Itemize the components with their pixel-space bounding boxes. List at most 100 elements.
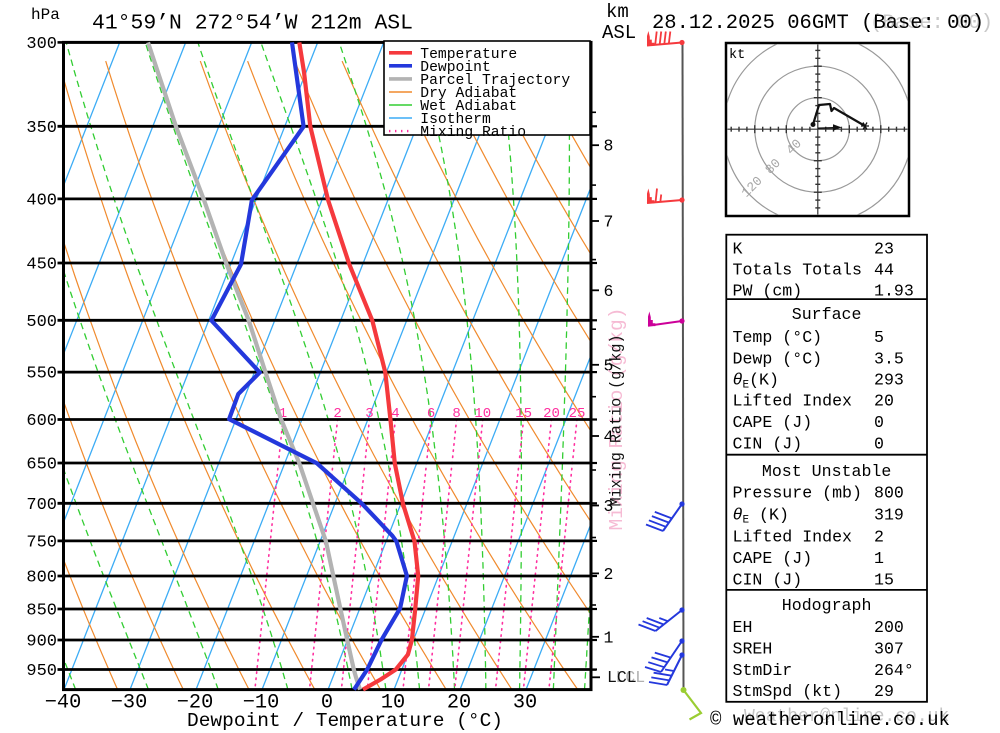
svg-text:2: 2 bbox=[874, 528, 884, 547]
svg-text:EH: EH bbox=[733, 618, 753, 637]
svg-text:Most Unstable: Most Unstable bbox=[762, 462, 891, 481]
svg-text:θE(K): θE(K) bbox=[733, 371, 779, 392]
svg-text:10: 10 bbox=[381, 692, 405, 715]
svg-text:900: 900 bbox=[26, 633, 57, 652]
svg-text:0: 0 bbox=[874, 435, 884, 454]
svg-text:650: 650 bbox=[26, 456, 57, 475]
svg-text:Temp (°C): Temp (°C) bbox=[733, 328, 823, 347]
svg-text:800: 800 bbox=[874, 484, 904, 503]
svg-text:0: 0 bbox=[321, 692, 333, 715]
svg-text:PW (cm): PW (cm) bbox=[733, 282, 803, 301]
svg-text:600: 600 bbox=[26, 412, 57, 431]
svg-text:Hodograph: Hodograph bbox=[782, 596, 872, 615]
svg-text:6: 6 bbox=[427, 406, 435, 422]
svg-text:hPa: hPa bbox=[31, 6, 60, 24]
svg-text:30: 30 bbox=[513, 692, 537, 715]
svg-text:750: 750 bbox=[26, 533, 57, 552]
svg-text:29: 29 bbox=[874, 682, 894, 701]
svg-text:500: 500 bbox=[26, 313, 57, 332]
svg-text:CIN (J): CIN (J) bbox=[733, 571, 803, 590]
svg-text:8: 8 bbox=[604, 137, 614, 156]
svg-text:3: 3 bbox=[604, 497, 614, 516]
svg-text:7: 7 bbox=[604, 213, 614, 232]
svg-text:LCL: LCL bbox=[616, 668, 646, 687]
svg-text:200: 200 bbox=[874, 618, 904, 637]
svg-text:550: 550 bbox=[26, 365, 57, 384]
svg-text:2: 2 bbox=[604, 565, 614, 584]
svg-text:700: 700 bbox=[26, 496, 57, 515]
svg-text:Isotherm: Isotherm bbox=[420, 112, 491, 128]
svg-text:20: 20 bbox=[543, 406, 560, 422]
svg-text:1: 1 bbox=[279, 406, 287, 422]
svg-text:3.5: 3.5 bbox=[874, 350, 904, 369]
svg-text:−30: −30 bbox=[111, 692, 148, 715]
svg-text:Weather@nline.co.uk: Weather@nline.co.uk bbox=[744, 707, 949, 727]
svg-text:15: 15 bbox=[874, 571, 894, 590]
svg-text:4: 4 bbox=[604, 428, 614, 447]
svg-text:293: 293 bbox=[874, 371, 904, 390]
svg-text:950: 950 bbox=[26, 662, 57, 681]
svg-text:StmSpd (kt): StmSpd (kt) bbox=[733, 682, 843, 701]
svg-text:5: 5 bbox=[604, 356, 614, 375]
svg-text:Mixing Ratio: Mixing Ratio bbox=[420, 125, 526, 141]
svg-text:1: 1 bbox=[604, 628, 614, 647]
svg-text:Dewpoint: Dewpoint bbox=[420, 60, 491, 76]
svg-text:1: 1 bbox=[874, 549, 884, 568]
svg-text:264°: 264° bbox=[874, 661, 914, 680]
svg-text:Dry Adiabat: Dry Adiabat bbox=[420, 86, 517, 102]
svg-text:SREH: SREH bbox=[733, 640, 773, 659]
svg-text:ASL: ASL bbox=[602, 22, 636, 44]
svg-text:5: 5 bbox=[874, 328, 884, 347]
svg-text:1.93: 1.93 bbox=[874, 282, 914, 301]
svg-text:28.12.2025 06GMT (Base: 00): 28.12.2025 06GMT (Base: 00) bbox=[652, 12, 984, 35]
svg-text:8: 8 bbox=[452, 406, 460, 422]
svg-text:350: 350 bbox=[26, 119, 57, 138]
svg-text:300: 300 bbox=[26, 35, 57, 54]
svg-text:6: 6 bbox=[604, 282, 614, 301]
svg-text:−40: −40 bbox=[45, 692, 82, 715]
svg-text:400: 400 bbox=[26, 191, 57, 210]
svg-text:319: 319 bbox=[874, 506, 904, 525]
svg-text:CIN (J): CIN (J) bbox=[733, 435, 803, 454]
svg-text:Dewp (°C): Dewp (°C) bbox=[733, 350, 823, 369]
svg-text:Dewpoint / Temperature (°C): Dewpoint / Temperature (°C) bbox=[187, 710, 503, 732]
svg-text:Mixing Ratio (g/kg): Mixing Ratio (g/kg) bbox=[608, 335, 626, 507]
svg-text:4: 4 bbox=[391, 406, 399, 422]
svg-text:25: 25 bbox=[569, 406, 586, 422]
svg-text:K: K bbox=[733, 240, 743, 259]
svg-text:307: 307 bbox=[874, 640, 904, 659]
svg-text:2: 2 bbox=[333, 406, 341, 422]
svg-text:Totals Totals: Totals Totals bbox=[733, 261, 862, 280]
svg-text:850: 850 bbox=[26, 602, 57, 621]
svg-text:20: 20 bbox=[447, 692, 471, 715]
svg-text:15: 15 bbox=[515, 406, 532, 422]
svg-text:© weatheronline.co.uk: © weatheronline.co.uk bbox=[710, 709, 950, 731]
svg-text:450: 450 bbox=[26, 256, 57, 275]
svg-text:800: 800 bbox=[26, 569, 57, 588]
svg-text:StmDir: StmDir bbox=[733, 661, 793, 680]
svg-text:Lifted Index: Lifted Index bbox=[733, 528, 853, 547]
svg-text:LCL: LCL bbox=[607, 668, 637, 687]
svg-text:Pressure (mb): Pressure (mb) bbox=[733, 484, 862, 503]
svg-text:km: km bbox=[606, 1, 629, 23]
svg-text:Lifted Index: Lifted Index bbox=[733, 392, 853, 411]
svg-text:20: 20 bbox=[874, 392, 894, 411]
svg-text:3: 3 bbox=[365, 406, 373, 422]
svg-text:(Base: 00): (Base: 00) bbox=[870, 12, 993, 35]
svg-text:Temperature: Temperature bbox=[420, 47, 517, 63]
svg-text:0: 0 bbox=[874, 413, 884, 432]
svg-text:CAPE (J): CAPE (J) bbox=[733, 413, 813, 432]
svg-text:44: 44 bbox=[874, 261, 894, 280]
svg-text:−10: −10 bbox=[243, 692, 280, 715]
svg-text:Surface: Surface bbox=[792, 305, 862, 324]
svg-text:kt: kt bbox=[729, 48, 745, 63]
svg-text:CAPE (J): CAPE (J) bbox=[733, 549, 813, 568]
svg-text:23: 23 bbox=[874, 240, 894, 259]
svg-text:θE (K): θE (K) bbox=[733, 506, 789, 527]
svg-text:41°59’N 272°54’W 212m ASL: 41°59’N 272°54’W 212m ASL bbox=[92, 12, 413, 36]
svg-text:10: 10 bbox=[474, 406, 491, 422]
svg-text:Wet Adiabat: Wet Adiabat bbox=[420, 99, 517, 115]
svg-text:Parcel Trajectory: Parcel Trajectory bbox=[420, 73, 570, 89]
svg-text:Mixing Ratio (g/kg): Mixing Ratio (g/kg) bbox=[606, 308, 628, 531]
svg-text:−20: −20 bbox=[177, 692, 214, 715]
